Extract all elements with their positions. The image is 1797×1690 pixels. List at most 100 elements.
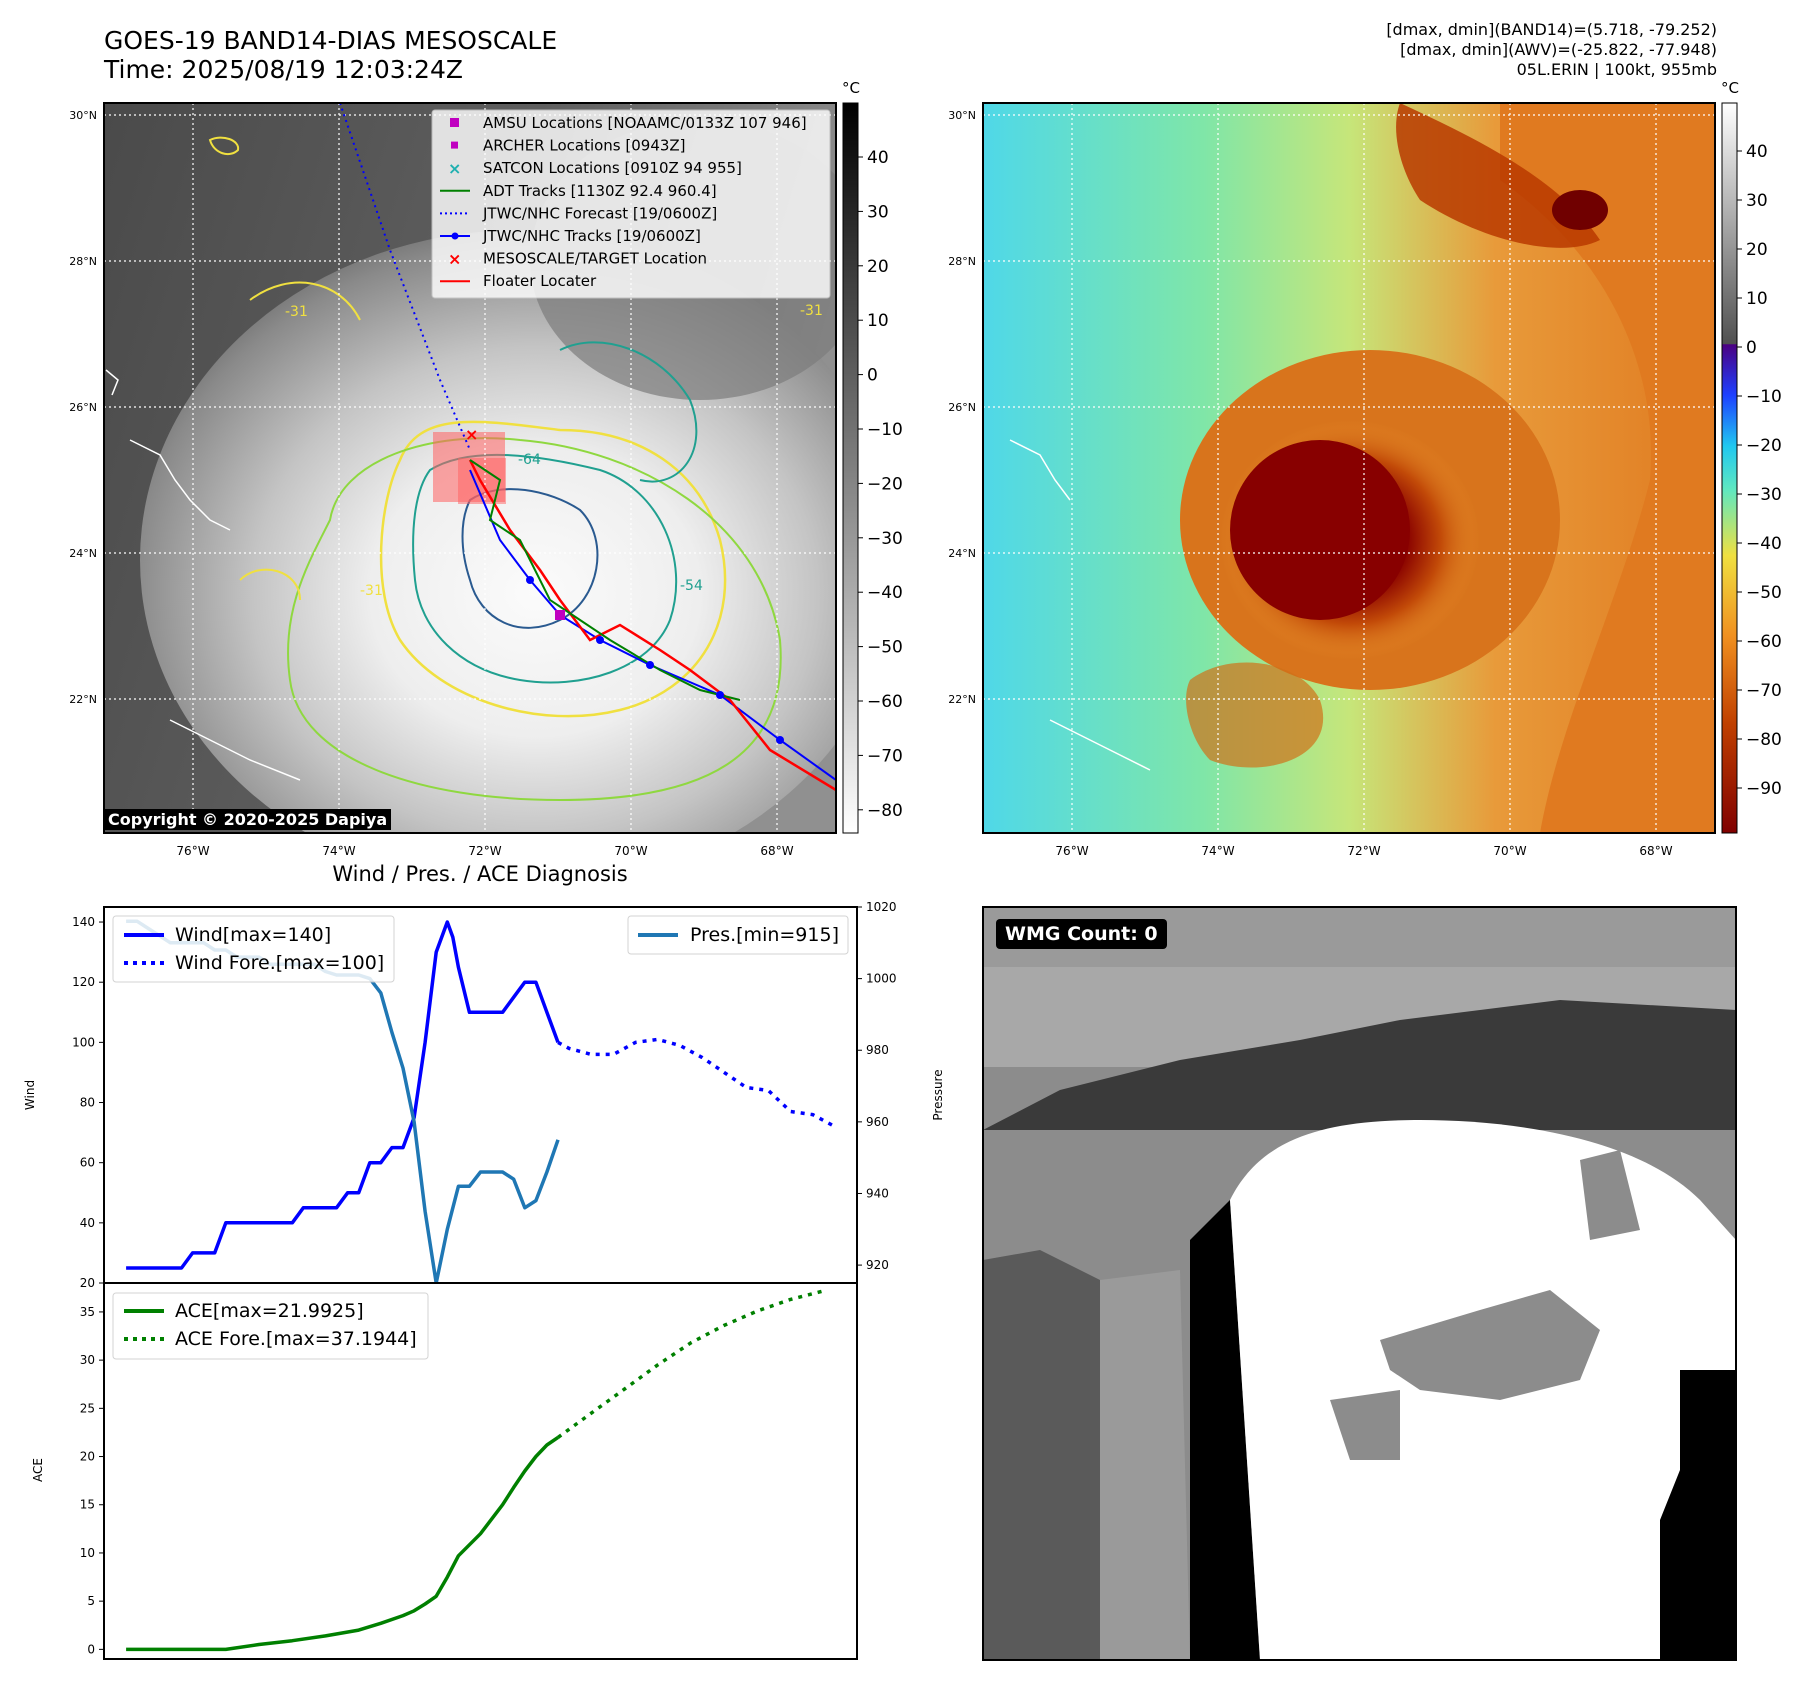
contour-label-31-c: -31 xyxy=(800,303,823,319)
legend-item: Floater Locater xyxy=(440,272,597,290)
colorbar-tick-label: 40 xyxy=(1746,142,1768,162)
wv-dry-patch-north xyxy=(1396,103,1600,248)
colorbar-tick-label: 30 xyxy=(1746,191,1768,211)
legend-label: SATCON Locations [0910Z 94 955] xyxy=(483,159,742,177)
wind-legend-box xyxy=(112,915,395,983)
colorbar-tick-label: −30 xyxy=(867,529,903,549)
wv-dark-blob xyxy=(1552,190,1608,230)
wv-gridlines xyxy=(983,103,1715,833)
lat-tick-label: 22°N xyxy=(948,693,976,706)
colorbar-tick-label: −10 xyxy=(1746,387,1782,407)
lon-tick-label: 68°W xyxy=(760,844,793,858)
wmg-east-black xyxy=(1660,1370,1736,1660)
wv-map-panel xyxy=(982,102,1716,834)
stats-line-3: 05L.ERIN | 100kt, 955mb xyxy=(1516,60,1717,79)
wmg-count-badge: WMG Count: 0 xyxy=(996,919,1167,949)
y-right-tick-label: 980 xyxy=(866,1043,889,1057)
ir-colorbar-unit: °C xyxy=(842,79,860,97)
y-tick-label: 120 xyxy=(72,975,95,989)
colorbar-tick-label: −40 xyxy=(867,583,903,603)
wmg-dark-band xyxy=(983,1000,1736,1130)
archer-marker xyxy=(555,610,565,620)
legend-label: MESOSCALE/TARGET Location xyxy=(483,250,707,268)
y-tick-label: 5 xyxy=(87,1594,95,1608)
y-tick-label: 35 xyxy=(80,1305,95,1319)
lon-tick-label: 76°W xyxy=(176,844,209,858)
lon-tick-label: 72°W xyxy=(1347,844,1380,858)
wv-frame xyxy=(982,102,1716,834)
wind-ylabel: Wind xyxy=(23,1080,37,1110)
colorbar-tick-label: −90 xyxy=(1746,779,1782,799)
y-tick-label: 100 xyxy=(72,1035,95,1049)
legend-marker-square xyxy=(451,141,458,149)
lon-tick-label: 70°W xyxy=(614,844,647,858)
legend-item: AMSU Locations [NOAAMC/0133Z 107 946] xyxy=(450,114,807,132)
series-line xyxy=(126,1435,559,1652)
pres-legend-box xyxy=(627,915,849,955)
pressure-ylabel: Pressure xyxy=(931,1069,945,1120)
lat-tick-label: 28°N xyxy=(948,255,976,268)
legend-marker-square xyxy=(450,118,459,127)
adt-track xyxy=(469,459,741,701)
y-tick-label: 20 xyxy=(80,1276,95,1290)
legend-label: AMSU Locations [NOAAMC/0133Z 107 946] xyxy=(483,114,807,132)
contour-outer xyxy=(379,420,727,718)
lat-tick-label: 30°N xyxy=(948,109,976,122)
legend-item: × MESOSCALE/TARGET Location xyxy=(448,250,707,269)
wv-coastline-bahamas xyxy=(1009,439,1071,501)
y-right-tick-label: 920 xyxy=(866,1258,889,1272)
wmg-panel xyxy=(982,906,1737,1661)
ace-ylabel: ACE xyxy=(31,1458,45,1482)
wmg-gray-blob xyxy=(1380,1290,1600,1400)
wmg-gray-blob-3 xyxy=(1580,1150,1640,1240)
colorbar-tick-label: 30 xyxy=(867,202,889,222)
ir-colorbar: °C 40 30 20 10 0 −10 −20 −30 −40 −50 −60 −70 −80 xyxy=(842,79,903,834)
legend-marker-dot xyxy=(451,232,459,240)
legend-label: ADT Tracks [1130Z 92.4 960.4] xyxy=(483,182,717,200)
legend-item: ARCHER Locations [0943Z] xyxy=(451,137,686,155)
colorbar-tick-label: −20 xyxy=(1746,436,1782,456)
y-right-tick-label: 1000 xyxy=(866,972,897,986)
lon-tick-label: 74°W xyxy=(1201,844,1234,858)
colorbar-tick-label: −60 xyxy=(1746,632,1782,652)
wv-colorbar-bar xyxy=(1721,102,1738,834)
lat-tick-label: 24°N xyxy=(948,547,976,560)
colorbar-tick-label: 10 xyxy=(1746,289,1768,309)
coastline-bahamas xyxy=(129,439,231,531)
wmg-frame xyxy=(982,906,1737,1661)
figure-title: GOES-19 BAND14-DIAS MESOSCALE Time: 2025… xyxy=(104,26,557,84)
wmg-sw-light xyxy=(1100,1270,1190,1660)
wmg-black-strip xyxy=(1190,1200,1260,1660)
contour-label-64: -64 xyxy=(518,452,541,468)
wmg-gray-blob-2 xyxy=(1330,1390,1400,1460)
contour-label-31: -31 xyxy=(360,583,383,599)
contour-teal-north xyxy=(559,341,698,483)
y-right-tick-label: 960 xyxy=(866,1115,889,1129)
y-tick-label: 30 xyxy=(80,1353,95,1367)
wv-colorbar-unit: °C xyxy=(1721,79,1739,97)
coastline-florida xyxy=(105,369,119,396)
legend-label: JTWC/NHC Tracks [19/0600Z] xyxy=(482,227,701,245)
legend-box xyxy=(431,109,831,299)
series-line xyxy=(556,1289,825,1439)
ace-chart: 35 30 25 20 15 10 5 0 ACE ACE[max=21.9925] ACE … xyxy=(31,1282,858,1660)
ace-legend-label: ACE[max=21.9925] xyxy=(175,1300,364,1322)
y-tick-label: 80 xyxy=(80,1096,95,1110)
wmg-sw-gray xyxy=(983,1250,1100,1660)
colorbar-tick-label: −80 xyxy=(1746,730,1782,750)
y-tick-label: 10 xyxy=(80,1546,95,1560)
title-line-1: GOES-19 BAND14-DIAS MESOSCALE xyxy=(104,26,558,55)
y-right-tick-label: 1020 xyxy=(866,900,897,914)
colorbar-tick-label: 20 xyxy=(1746,240,1768,260)
contour-blob xyxy=(208,136,240,156)
stats-block: [dmax, dmin](BAND14)=(5.718, -79.252) [d… xyxy=(1386,20,1717,80)
contour-west-yellow xyxy=(249,281,361,321)
wv-colorbar: °C 40 30 20 10 0 −10 −20 −30 −40 −50 −60 −70 −80 −90 xyxy=(1721,79,1782,834)
colorbar-tick-label: −70 xyxy=(867,746,903,766)
colorbar-tick-label: 0 xyxy=(1746,338,1757,358)
ace-fore-legend-label: ACE Fore.[max=37.1944] xyxy=(175,1328,417,1350)
lat-tick-label: 22°N xyxy=(69,693,97,706)
contour-label-31-b: -31 xyxy=(285,304,308,320)
legend-item: ADT Tracks [1130Z 92.4 960.4] xyxy=(440,182,717,200)
